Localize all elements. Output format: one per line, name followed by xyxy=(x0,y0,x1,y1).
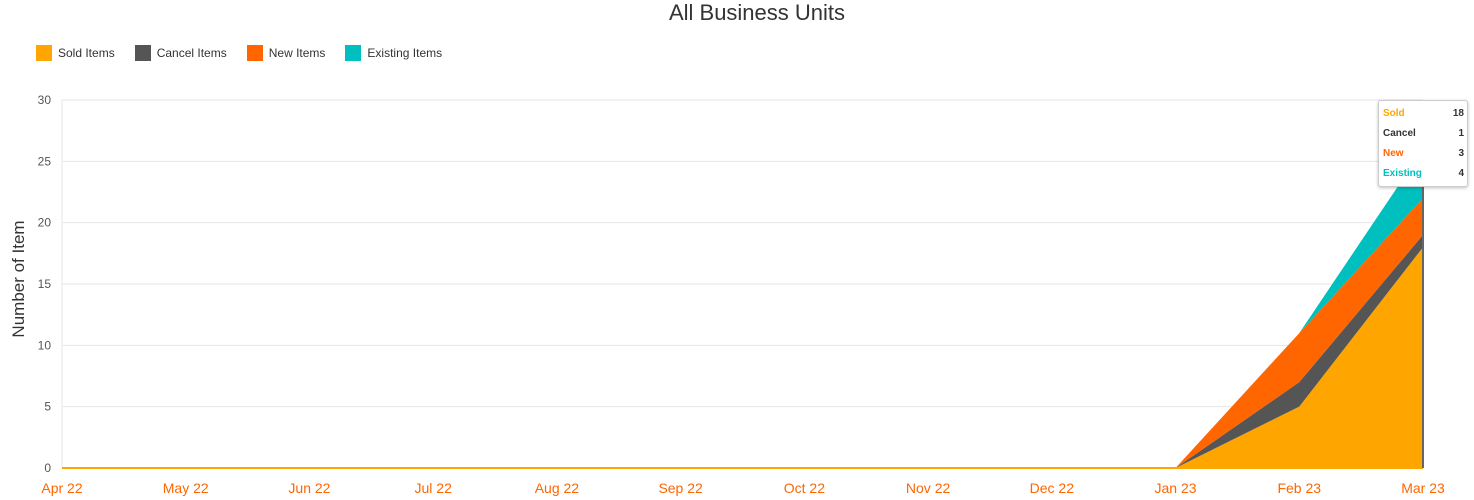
legend-item-sold[interactable]: Sold Items xyxy=(36,45,115,61)
legend-label-cancel: Cancel Items xyxy=(156,46,227,60)
tooltip-label-existing: Existing xyxy=(1383,168,1422,179)
x-tick-label: May 22 xyxy=(163,480,209,496)
x-tick-label: Mar 23 xyxy=(1401,480,1445,496)
x-tick-label: Aug 22 xyxy=(535,480,580,496)
legend-label-existing: Existing Items xyxy=(367,46,443,60)
y-tick-label: 15 xyxy=(38,277,52,291)
legend-item-new[interactable]: New Items xyxy=(246,45,326,61)
x-tick-label: Jan 23 xyxy=(1155,480,1197,496)
chart-title: All Business Units xyxy=(668,0,846,25)
x-tick-label: Feb 23 xyxy=(1277,480,1321,496)
tooltip-row-sold: Sold 18 xyxy=(1379,104,1467,124)
legend-swatch-existing xyxy=(345,45,362,61)
tooltip-row-cancel: Cancel 1 xyxy=(1379,124,1467,144)
legend-label-sold: Sold Items xyxy=(58,46,115,60)
tooltip-value-sold: 18 xyxy=(1452,108,1464,119)
x-tick-label: Jun 22 xyxy=(288,480,330,496)
x-tick-label: Apr 22 xyxy=(41,480,82,496)
legend: Sold Items Cancel Items New Items Existi… xyxy=(36,45,442,61)
tooltip-label-new: New xyxy=(1383,148,1404,159)
y-tick-label: 20 xyxy=(38,216,52,230)
tooltip-value-new: 3 xyxy=(1458,148,1464,159)
y-tick-label: 10 xyxy=(38,338,52,352)
data-tooltip: Sold 18 Cancel 1 New 3 Existing 4 xyxy=(1378,100,1468,187)
legend-swatch-cancel xyxy=(134,45,151,61)
y-tick-label: 25 xyxy=(38,154,52,168)
tooltip-label-cancel: Cancel xyxy=(1383,128,1416,139)
x-tick-label: Sep 22 xyxy=(658,480,703,496)
tooltip-label-sold: Sold xyxy=(1383,108,1405,119)
legend-item-cancel[interactable]: Cancel Items xyxy=(134,45,227,61)
y-tick-label: 0 xyxy=(44,461,51,475)
x-tick-label: Dec 22 xyxy=(1030,480,1075,496)
tooltip-row-existing: Existing 4 xyxy=(1379,164,1467,184)
legend-swatch-sold xyxy=(36,45,52,61)
x-tick-label: Jul 22 xyxy=(415,480,453,496)
y-tick-label: 5 xyxy=(44,400,51,414)
tooltip-value-cancel: 1 xyxy=(1458,128,1464,139)
legend-label-new: New Items xyxy=(268,46,326,60)
area-series-existing xyxy=(62,149,1423,469)
y-tick-label: 30 xyxy=(38,93,52,107)
x-tick-label: Oct 22 xyxy=(784,480,825,496)
x-tick-label: Nov 22 xyxy=(906,480,951,496)
area-series-sold xyxy=(62,247,1423,468)
area-series-new xyxy=(62,198,1423,468)
tooltip-value-existing: 4 xyxy=(1458,168,1464,179)
legend-item-existing[interactable]: Existing Items xyxy=(345,45,442,61)
tooltip-row-new: New 3 xyxy=(1379,144,1467,164)
legend-swatch-new xyxy=(246,45,263,61)
